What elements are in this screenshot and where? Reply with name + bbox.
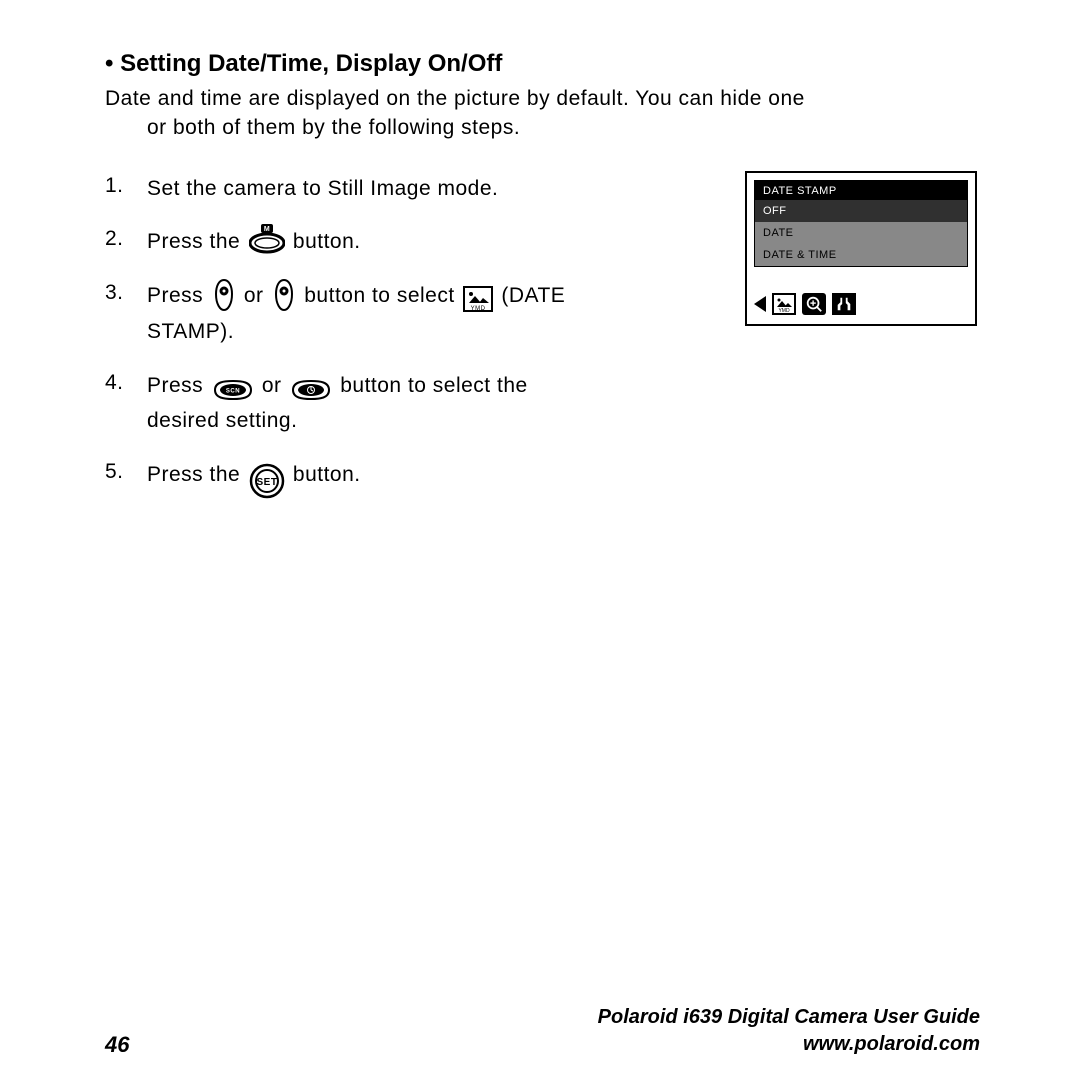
svg-text:SCN: SCN [225, 388, 239, 394]
text: button. [293, 463, 361, 486]
menu-box: DATE STAMP OFF DATE DATE & TIME [754, 180, 968, 267]
left-arrow-icon [754, 296, 766, 312]
step-body: Press or [147, 278, 615, 349]
step-body: Press SCN or [147, 368, 615, 439]
zoom-tab-icon [802, 293, 826, 315]
step-number: 2. [105, 224, 147, 253]
menu-title: DATE STAMP [755, 181, 967, 200]
intro-text: Date and time are displayed on the pictu… [105, 84, 980, 143]
menu-item-off: OFF [755, 200, 967, 222]
screen-footer-icons: YMD [754, 267, 968, 317]
menu-item-date: DATE [755, 222, 967, 244]
svg-text:YMD: YMD [778, 308, 790, 313]
step-number: 3. [105, 278, 147, 307]
intro-line2: or both of them by the following steps. [105, 113, 980, 142]
svg-text:M: M [263, 226, 269, 233]
text: desired setting. [147, 409, 297, 432]
page-number: 46 [105, 1032, 129, 1058]
menu-button-icon: M [249, 224, 285, 254]
text: button. [293, 230, 361, 253]
text: or [244, 284, 264, 307]
set-button-icon: SET [249, 463, 285, 499]
text: button to select [304, 284, 454, 307]
text: or [262, 374, 288, 397]
section-heading: • Setting Date/Time, Display On/Off [105, 50, 980, 78]
scn-button-icon: SCN [212, 377, 254, 399]
menu-item-date-time: DATE & TIME [755, 244, 967, 266]
step-number: 4. [105, 368, 147, 397]
step-5: 5. Press the SET button. [105, 457, 615, 493]
page-footer: 46 Polaroid i639 Digital Camera User Gui… [105, 1004, 980, 1058]
step-body: Press the M button. [147, 224, 615, 260]
intro-line1: Date and time are displayed on the pictu… [105, 87, 805, 110]
svg-text:YMD: YMD [471, 306, 486, 312]
text: (DATE [501, 284, 565, 307]
step-2: 2. Press the M button. [105, 224, 615, 260]
left-flower-button-icon [212, 278, 236, 312]
timer-button-icon [290, 377, 332, 399]
step-4: 4. Press SCN or [105, 368, 615, 439]
step-body: Set the camera to Still Image mode. [147, 171, 615, 207]
text: Press [147, 374, 210, 397]
step-number: 1. [105, 171, 147, 200]
tools-tab-icon [832, 293, 856, 315]
text: STAMP). [147, 320, 234, 343]
step-1: 1. Set the camera to Still Image mode. [105, 171, 615, 207]
steps-list: 1. Set the camera to Still Image mode. 2… [105, 171, 615, 512]
right-flower-button-icon [272, 278, 296, 312]
text: Press [147, 284, 203, 307]
text: Press the [147, 463, 247, 486]
footer-right: Polaroid i639 Digital Camera User Guide … [598, 1004, 980, 1058]
svg-text:SET: SET [256, 477, 277, 488]
guide-url: www.polaroid.com [598, 1031, 980, 1058]
text: button to select the [340, 374, 527, 397]
step-body: Press the SET button. [147, 457, 615, 493]
step-number: 5. [105, 457, 147, 486]
camera-screen-mock: DATE STAMP OFF DATE DATE & TIME YMD [745, 171, 977, 326]
guide-title: Polaroid i639 Digital Camera User Guide [598, 1004, 980, 1031]
text: Press the [147, 230, 247, 253]
ymd-date-stamp-icon: YMD [463, 286, 493, 312]
ymd-tab-icon: YMD [772, 293, 796, 315]
step-3: 3. Press or [105, 278, 615, 349]
